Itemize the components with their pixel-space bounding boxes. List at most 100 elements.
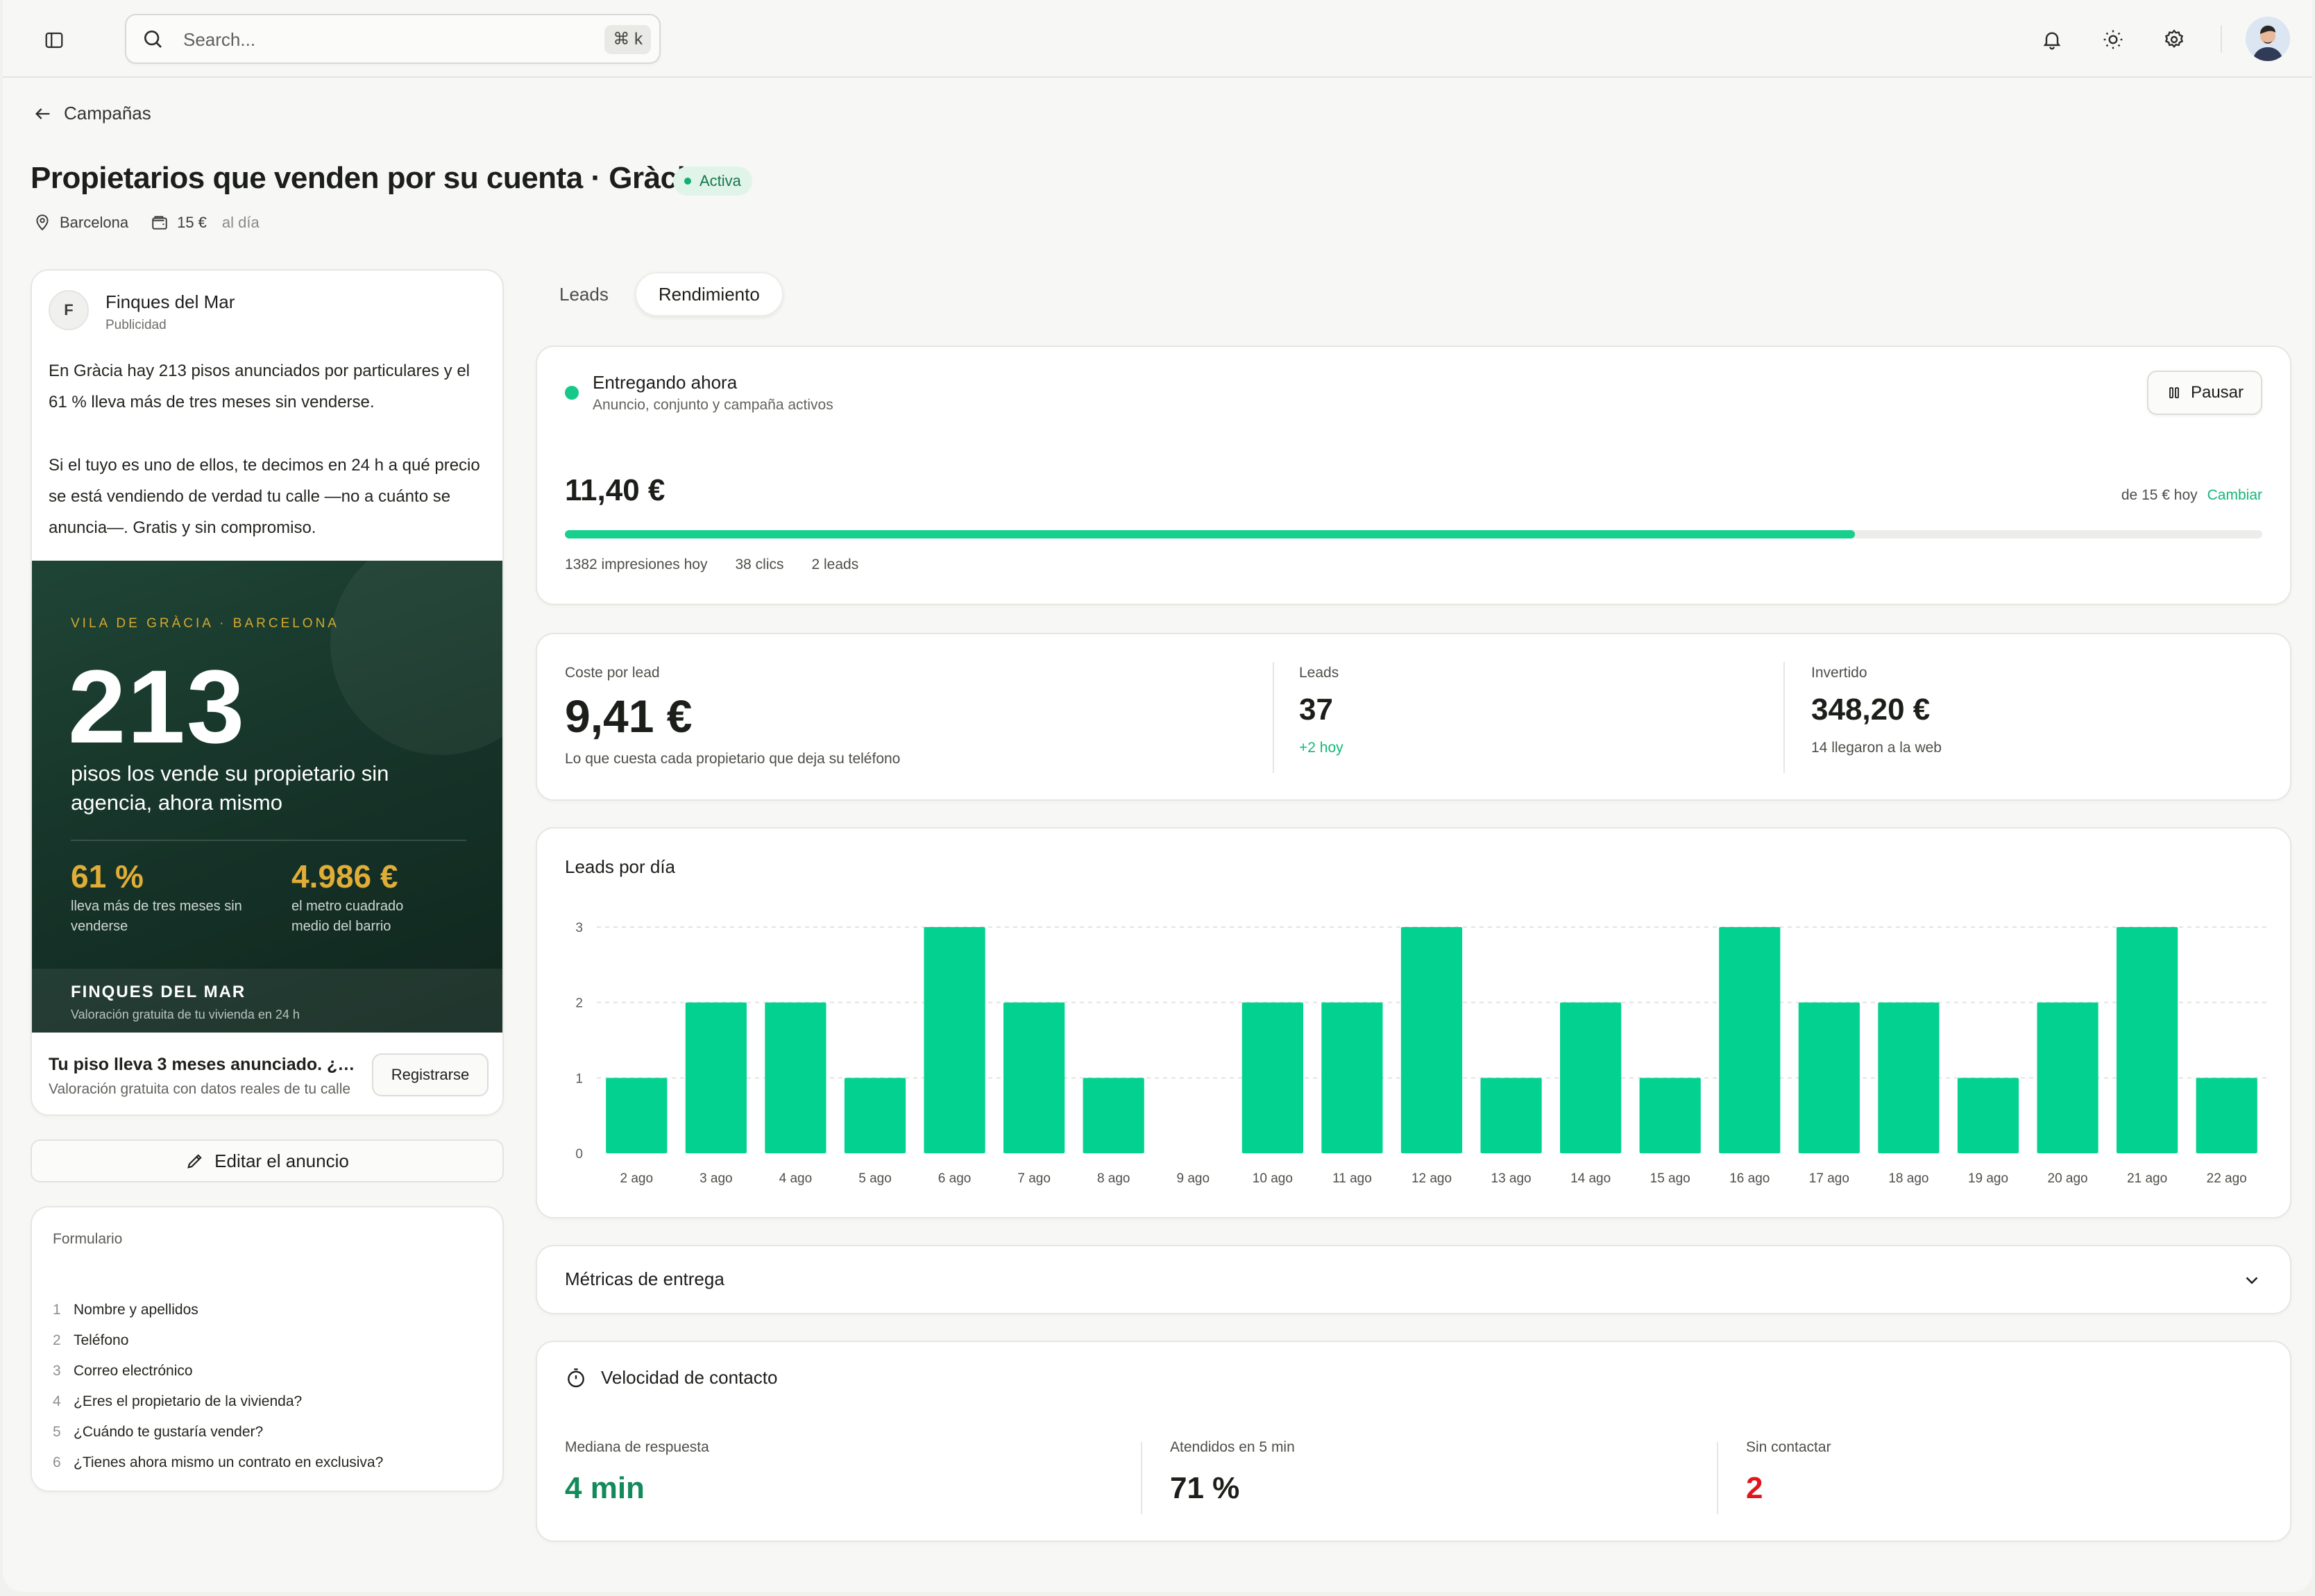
ad-preview: F Finques del Mar Publicidad En Gràcia h… — [31, 269, 504, 1116]
creative-stat-value: 61 % — [71, 858, 144, 894]
metric-label: Mediana de respuesta — [565, 1439, 709, 1455]
map-pin-icon — [36, 214, 49, 231]
chart-bar — [1560, 1002, 1622, 1153]
topbar-divider — [2221, 25, 2222, 53]
change-budget-link[interactable]: Cambiar — [2207, 487, 2262, 503]
x-tick-label: 10 ago — [1253, 1171, 1293, 1186]
chart-bar — [2117, 927, 2178, 1153]
pause-button[interactable]: Pausar — [2147, 371, 2262, 415]
ad-body-paragraph: Si el tuyo es uno de ellos, te decimos e… — [49, 456, 480, 537]
budget-text: de 15 € hoy — [2121, 487, 2198, 503]
metric-label: Atendidos en 5 min — [1170, 1439, 1295, 1455]
median-response: Mediana de respuesta 4 min — [565, 1439, 709, 1506]
pencil-icon — [187, 1154, 202, 1169]
location-text: Barcelona — [60, 214, 129, 231]
chart-bar — [765, 1002, 826, 1153]
clicks-stat: 38 clics — [735, 557, 784, 572]
wallet-icon — [152, 216, 167, 230]
creative-stat-desc: el metro cuadrado medio del barrio — [291, 899, 404, 934]
chart-bar — [1083, 1078, 1144, 1153]
x-tick-label: 5 ago — [858, 1171, 892, 1186]
kpi-divider — [1783, 662, 1785, 773]
form-field: 6 ¿Tienes ahora mismo un contrato en excl… — [53, 1454, 384, 1470]
kpi-label: Coste por lead — [565, 665, 660, 681]
back-label: Campañas — [64, 103, 151, 124]
y-tick-label: 0 — [575, 1147, 583, 1162]
bell-icon[interactable] — [2036, 24, 2068, 56]
x-tick-label: 17 ago — [1809, 1171, 1849, 1186]
edit-ad-button[interactable]: Editar el anuncio — [31, 1139, 504, 1182]
spent-today: 11,40 € — [565, 473, 665, 507]
kpi-card: Coste por lead 9,41 € Lo que cuesta cada… — [536, 633, 2291, 801]
chart-bar — [1878, 1002, 1940, 1153]
creative-headline: pisos los vende su propietario sin agenc… — [71, 761, 389, 815]
kpi-label: Invertido — [1811, 665, 1867, 681]
creative-kicker: VILA DE GRÀCIA · BARCELONA — [71, 616, 339, 631]
sponsored-label: Publicidad — [105, 318, 167, 332]
creative-stat-desc: lleva más de tres meses sin venderse — [71, 899, 242, 934]
y-tick-label: 2 — [575, 996, 583, 1011]
x-tick-label: 6 ago — [938, 1171, 972, 1186]
chart-title: Leads por día — [565, 856, 676, 877]
metric-value: 4 min — [565, 1471, 645, 1505]
form-field: 2 Teléfono — [53, 1332, 129, 1348]
delivery-card: Entregando ahora Anuncio, conjunto y cam… — [536, 346, 2291, 605]
page-name: Finques del Mar — [105, 291, 235, 312]
avatar[interactable] — [2246, 17, 2290, 61]
creative-divider — [71, 840, 466, 841]
form-fields: 1 Nombre y apellidos 2 Teléfono 3 Correo el… — [53, 1295, 383, 1478]
search-shortcut: ⌘ k — [604, 25, 651, 54]
form-field: 3 Correo electrónico — [53, 1363, 193, 1379]
stopwatch-icon — [568, 1368, 584, 1388]
search-input[interactable]: Search... ⌘ k — [125, 14, 661, 64]
contact-speed-card: Velocidad de contacto Mediana de respues… — [536, 1341, 2291, 1542]
x-tick-label: 16 ago — [1729, 1171, 1770, 1186]
metric-label: Sin contactar — [1746, 1439, 1831, 1455]
chart-bar — [924, 927, 985, 1153]
chart-bar — [1003, 1002, 1065, 1153]
x-tick-label: 15 ago — [1650, 1171, 1690, 1186]
tab-leads[interactable]: Leads — [559, 284, 609, 305]
pause-label: Pausar — [2190, 383, 2244, 402]
chart-bar — [2037, 1002, 2098, 1153]
chart-bar — [2196, 1078, 2257, 1153]
form-title: Formulario — [53, 1231, 123, 1247]
metric-value: 2 — [1746, 1471, 1763, 1505]
arrow-left-icon — [35, 108, 50, 119]
kpi-value: 37 — [1299, 693, 1333, 727]
ad-body: En Gràcia hay 213 pisos anunciados por p… — [49, 355, 490, 543]
speed-title: Velocidad de contacto — [601, 1367, 778, 1388]
edit-ad-label: Editar el anuncio — [214, 1150, 349, 1171]
pause-icon — [2169, 387, 2179, 398]
kpi-subtext: 14 llegaron a la web — [1811, 740, 1942, 756]
tab-rendimiento[interactable]: Rendimiento — [634, 272, 783, 316]
leads-stat: 2 leads — [811, 557, 859, 572]
x-tick-label: 2 ago — [620, 1171, 654, 1186]
gear-icon[interactable] — [2158, 24, 2190, 56]
delivery-subtitle: Anuncio, conjunto y campaña activos — [593, 397, 833, 413]
delivery-metrics-accordion[interactable]: Métricas de entrega — [536, 1245, 2291, 1314]
chart-bar — [1957, 1078, 2019, 1153]
top-bar: Search... ⌘ k — [3, 0, 2312, 78]
creative-brand-sub: Valoración gratuita de tu vivienda en 24… — [71, 1008, 300, 1021]
back-link[interactable]: Campañas — [33, 103, 151, 124]
sidebar-toggle-icon[interactable] — [39, 25, 69, 56]
kpi-subtext: Lo que cuesta cada propietario que deja … — [565, 751, 901, 767]
form-field: 5 ¿Cuándo te gustaría vender? — [53, 1424, 264, 1440]
chart-bar — [1798, 1002, 1860, 1153]
daily-budget: de 15 € hoy Cambiar — [2121, 487, 2262, 504]
lead-form-card: Formulario 1 Nombre y apellidos 2 Teléfono… — [31, 1206, 504, 1492]
cta-subtitle: Valoración gratuita con datos reales de … — [49, 1081, 351, 1097]
x-tick-label: 22 ago — [2207, 1171, 2247, 1186]
x-tick-label: 7 ago — [1017, 1171, 1051, 1186]
not-contacted: Sin contactar 2 — [1746, 1439, 1831, 1506]
x-tick-label: 4 ago — [779, 1171, 813, 1186]
impressions-stat: 1382 impresiones hoy — [565, 557, 708, 572]
register-button[interactable]: Registrarse — [372, 1053, 489, 1096]
chevron-down-icon — [2246, 1277, 2258, 1284]
chart-bar — [1719, 927, 1781, 1153]
x-tick-label: 3 ago — [699, 1171, 733, 1186]
sun-icon[interactable] — [2097, 24, 2129, 56]
creative-big-number: 213 — [68, 648, 246, 765]
ad-creative: VILA DE GRÀCIA · BARCELONA 213 pisos los… — [32, 561, 502, 1033]
